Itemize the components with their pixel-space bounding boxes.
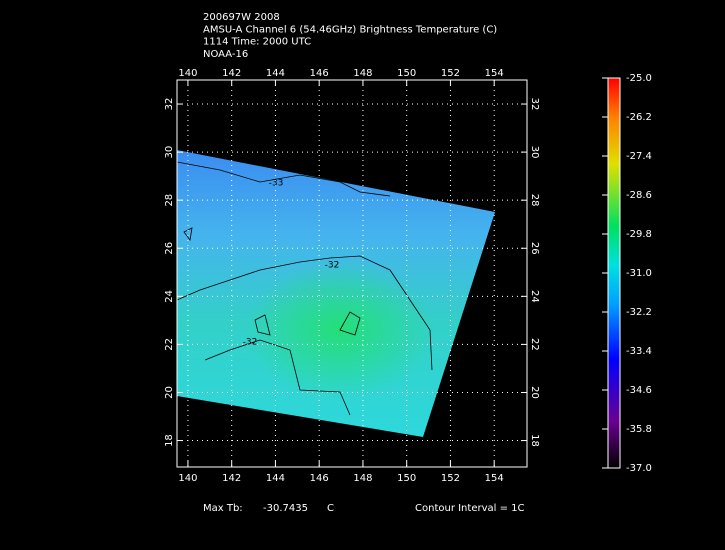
x-tick-label: 150: [397, 68, 416, 79]
colorbar-tick-label: -32.2: [626, 307, 652, 318]
y-tick-label: 28: [164, 194, 175, 207]
x-tick-label: 142: [222, 68, 241, 79]
title-line: NOAA-16: [203, 49, 248, 60]
colorbar-tick-label: -35.8: [626, 424, 652, 435]
y-tick-label: 24: [529, 290, 540, 303]
max-label: Max Tb:: [203, 503, 243, 514]
x-tick-label: 154: [485, 473, 504, 484]
y-tick-label: 20: [164, 386, 175, 399]
x-tick-label: 140: [178, 473, 197, 484]
colorbar-tick-label: -34.6: [626, 385, 652, 396]
y-tick-label: 18: [164, 434, 175, 447]
y-tick-label: 24: [164, 290, 175, 303]
y-tick-label: 28: [529, 194, 540, 207]
contour-interval: Contour Interval = 1C: [415, 503, 525, 514]
map-frame: [176, 79, 528, 468]
x-tick-label: 142: [222, 473, 241, 484]
title-line: AMSU-A Channel 6 (54.46GHz) Brightness T…: [203, 24, 497, 35]
y-tick-label: 26: [164, 242, 175, 255]
x-tick-label: 148: [353, 473, 372, 484]
colorbar-tick-label: -29.8: [626, 229, 652, 240]
x-tick-label: 152: [441, 473, 460, 484]
y-tick-label: 22: [164, 338, 175, 351]
x-tick-label: 148: [353, 68, 372, 79]
contours: [176, 161, 433, 416]
colorbar-tick-label: -26.2: [626, 112, 652, 123]
x-tick-label: 154: [485, 68, 504, 79]
y-tick-label: 20: [529, 386, 540, 399]
x-tick-label: 140: [178, 68, 197, 79]
y-tick-label: 30: [164, 146, 175, 159]
y-tick-label: 22: [529, 338, 540, 351]
colorbar-tick-label: -31.0: [626, 268, 652, 279]
title-line: 200697W 2008: [203, 12, 280, 23]
y-tick-label: 30: [529, 146, 540, 159]
x-tick-label: 150: [397, 473, 416, 484]
footer: Max Tb: -30.7435 C Contour Interval = 1C: [203, 503, 525, 514]
x-tick-label: 146: [310, 473, 329, 484]
colorbar-tick-label: -25.0: [626, 73, 652, 84]
y-tick-label: 18: [529, 434, 540, 447]
max-value: -30.7435: [263, 503, 308, 514]
colorbar: [607, 77, 621, 469]
x-tick-label: 144: [266, 473, 285, 484]
colorbar-tick-label: -33.4: [626, 346, 652, 357]
colorbar-tick-label: -37.0: [626, 463, 652, 474]
contour-label: -32: [243, 338, 258, 348]
contour-label: -33: [269, 179, 284, 189]
contour-label: -32: [325, 261, 340, 271]
colorbar-tick-label: -28.6: [626, 190, 652, 201]
y-tick-label: 32: [529, 98, 540, 111]
y-tick-label: 26: [529, 242, 540, 255]
colorbar-tick-label: -27.4: [626, 151, 652, 162]
unit: C: [327, 503, 334, 514]
x-tick-label: 152: [441, 68, 460, 79]
x-tick-label: 146: [310, 68, 329, 79]
x-tick-label: 144: [266, 68, 285, 79]
y-tick-label: 32: [164, 98, 175, 111]
title-line: 1114 Time: 2000 UTC: [203, 37, 311, 48]
